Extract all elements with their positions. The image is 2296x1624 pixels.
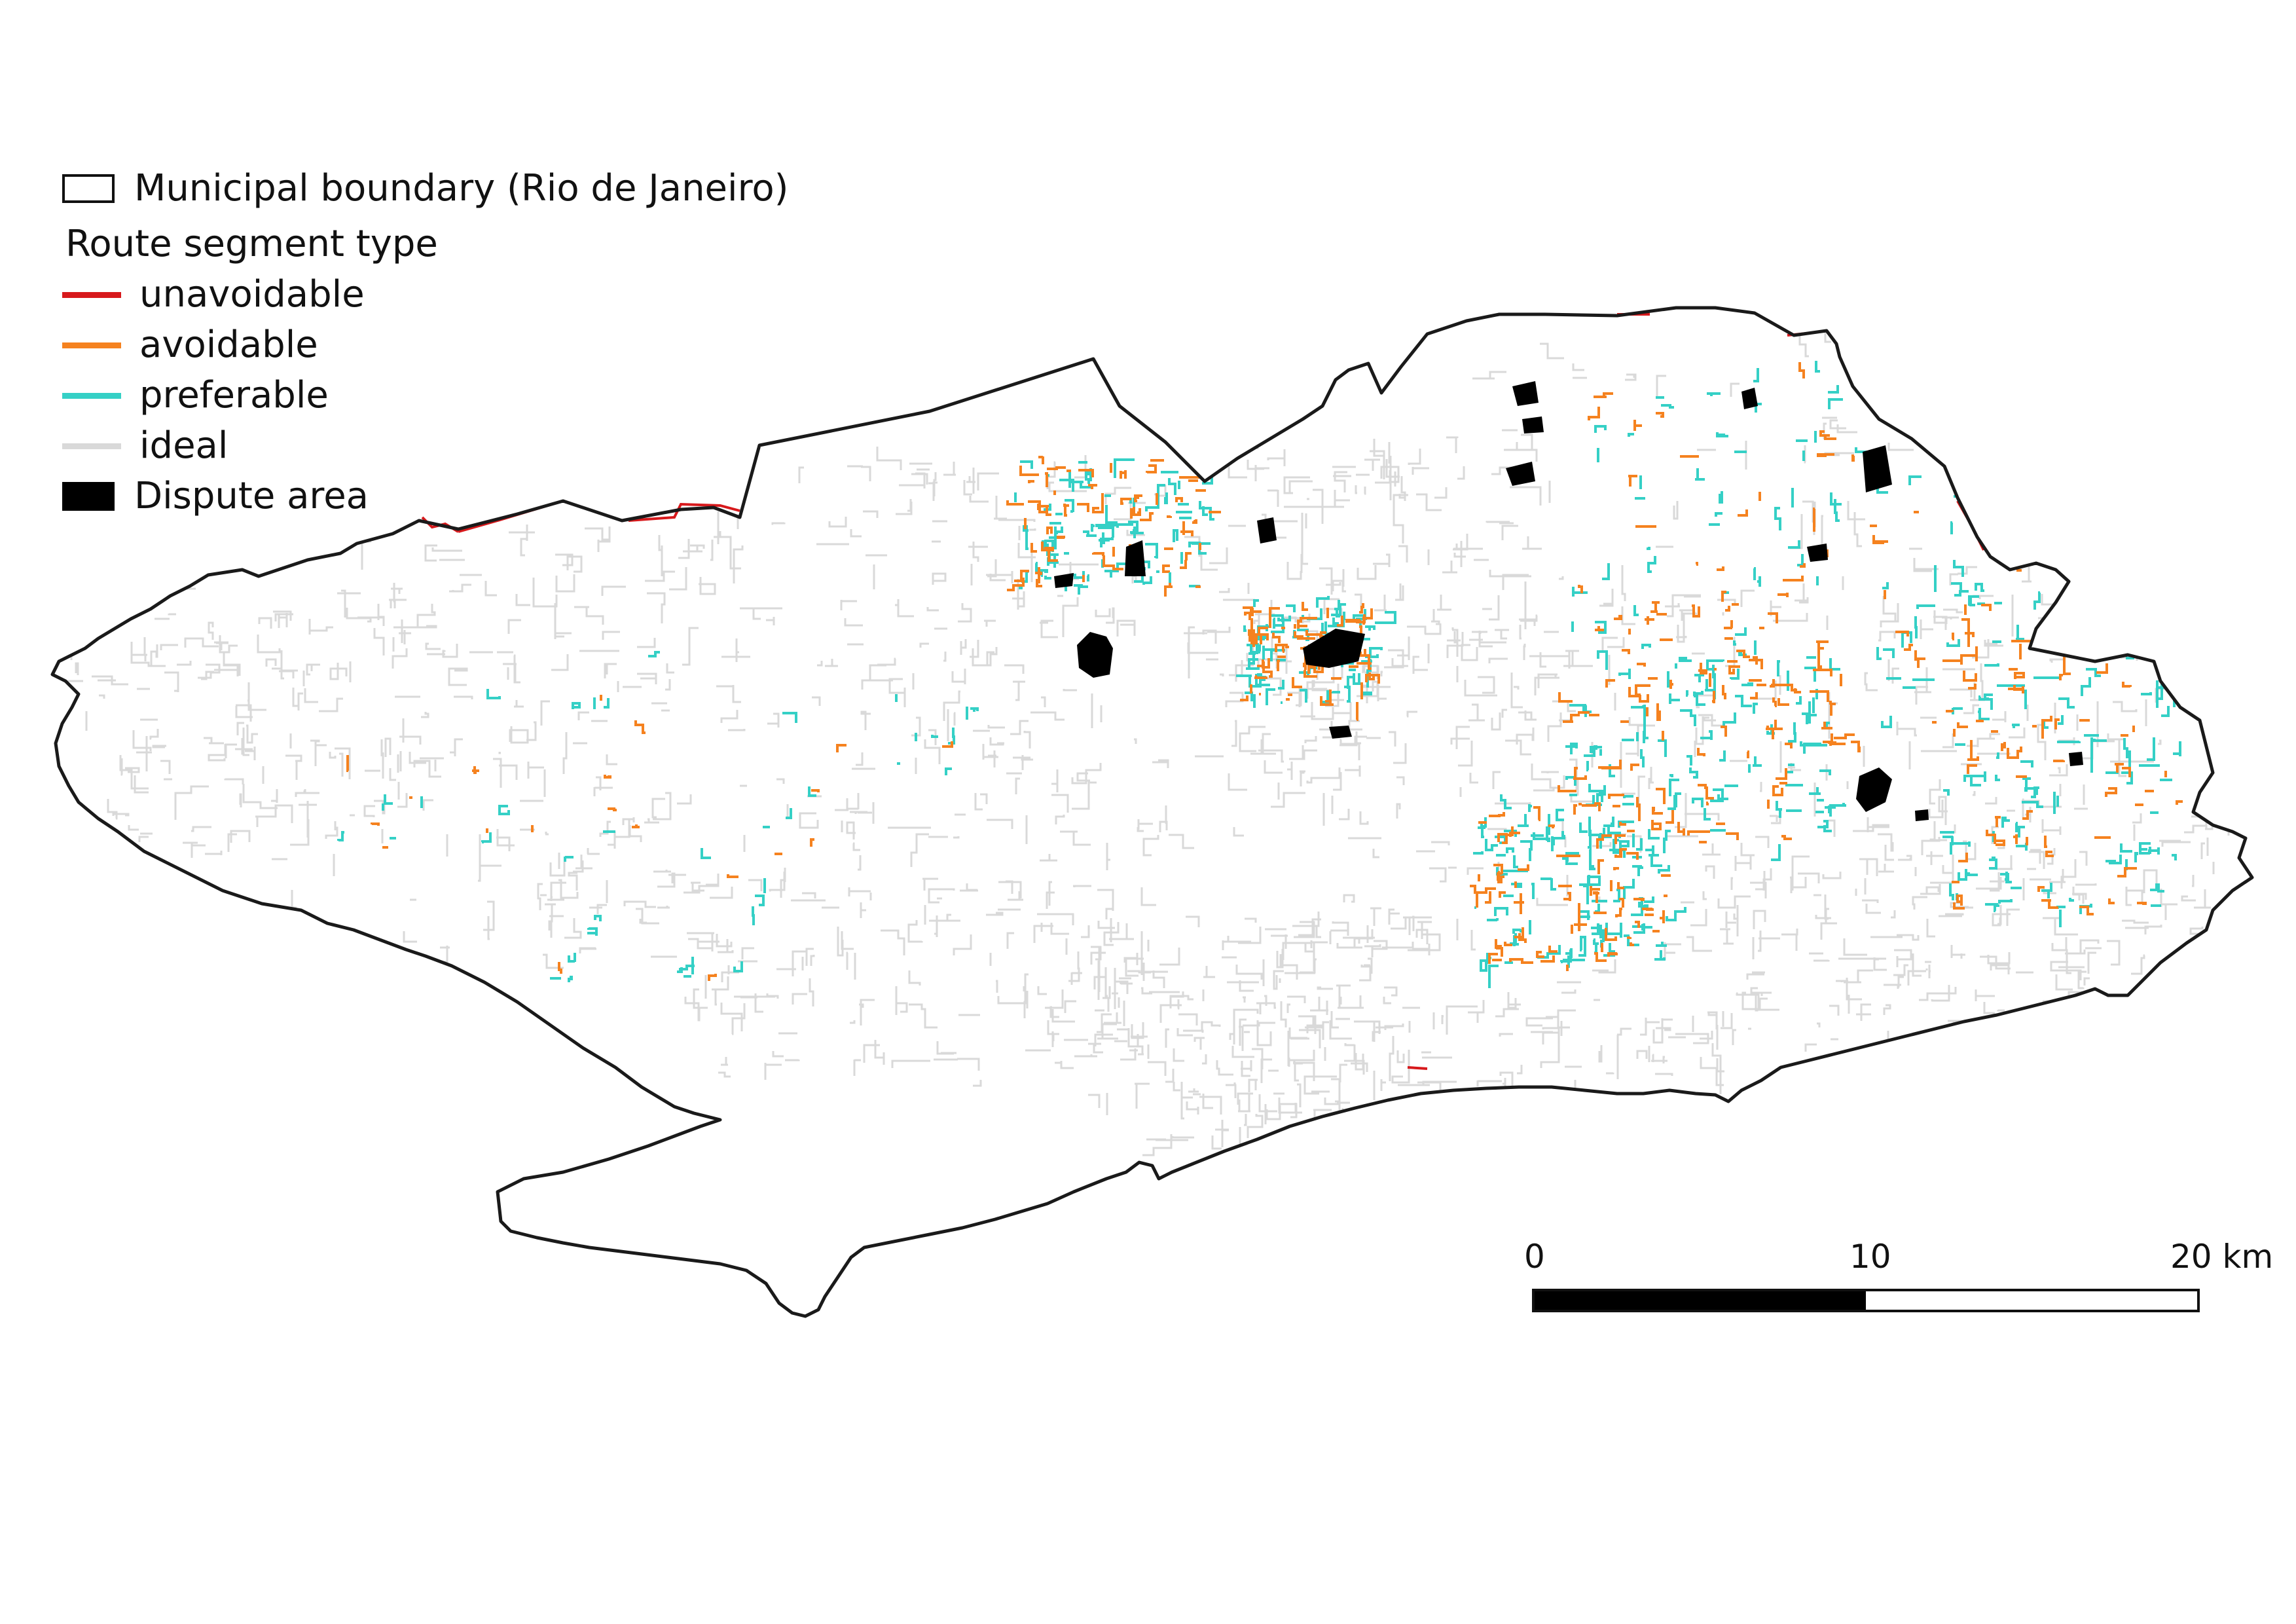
dispute-areas — [1054, 381, 2083, 821]
legend-row-boundary: Municipal boundary (Rio de Janeiro) — [62, 170, 788, 207]
ideal-swatch — [62, 443, 121, 449]
unavoidable-swatch — [62, 291, 121, 298]
legend-row-unavoidable: unavoidable — [62, 276, 365, 313]
dispute-area — [1807, 544, 1828, 562]
municipal-boundary — [50, 306, 2254, 1318]
avoidable-swatch — [62, 342, 121, 348]
scale-label-10: 10 — [1850, 1238, 1891, 1276]
legend-row-dispute: Dispute area — [62, 478, 369, 515]
scale-label-20: 20 km — [2170, 1238, 2274, 1276]
legend-section-title: Route segment type — [65, 223, 438, 265]
dispute-area — [1741, 388, 1758, 409]
legend-label-preferable: preferable — [139, 374, 329, 416]
ideal-route-network — [54, 320, 2252, 1162]
legend-label-unavoidable: unavoidable — [139, 273, 365, 316]
legend-label-ideal: ideal — [139, 424, 228, 467]
scale-bar: 0 10 20 km — [1524, 1238, 2273, 1329]
dispute-area — [1303, 629, 1365, 668]
scale-bar-graphic — [1532, 1289, 2200, 1312]
legend-row-avoidable: avoidable — [62, 327, 318, 363]
preferable-route-segments — [337, 361, 2181, 988]
legend-label-dispute: Dispute area — [134, 475, 369, 517]
legend-label-boundary: Municipal boundary (Rio de Janeiro) — [134, 167, 789, 210]
dispute-area — [1863, 445, 1892, 492]
boundary-swatch — [62, 174, 115, 203]
scale-bar-black-segment — [1535, 1291, 1866, 1310]
dispute-area — [2069, 752, 2083, 766]
legend-label-avoidable: avoidable — [139, 323, 318, 366]
avoidable-route-segments — [346, 362, 2183, 981]
preferable-swatch — [62, 392, 121, 399]
dispute-area — [1506, 462, 1535, 486]
dispute-area — [1856, 767, 1892, 812]
dispute-swatch — [62, 482, 115, 511]
legend-row-preferable: preferable — [62, 377, 329, 414]
legend-row-ideal: ideal — [62, 428, 228, 464]
dispute-area — [1522, 416, 1544, 434]
dispute-area — [1512, 381, 1539, 406]
dispute-area — [1054, 573, 1074, 588]
dispute-area — [1329, 726, 1352, 739]
dispute-area — [1125, 540, 1146, 576]
dispute-area — [1257, 517, 1277, 544]
dispute-area — [1077, 632, 1113, 678]
unavoidable-route-segments — [421, 313, 1985, 1070]
dispute-area — [1915, 809, 1929, 821]
scale-label-0: 0 — [1524, 1238, 1545, 1276]
